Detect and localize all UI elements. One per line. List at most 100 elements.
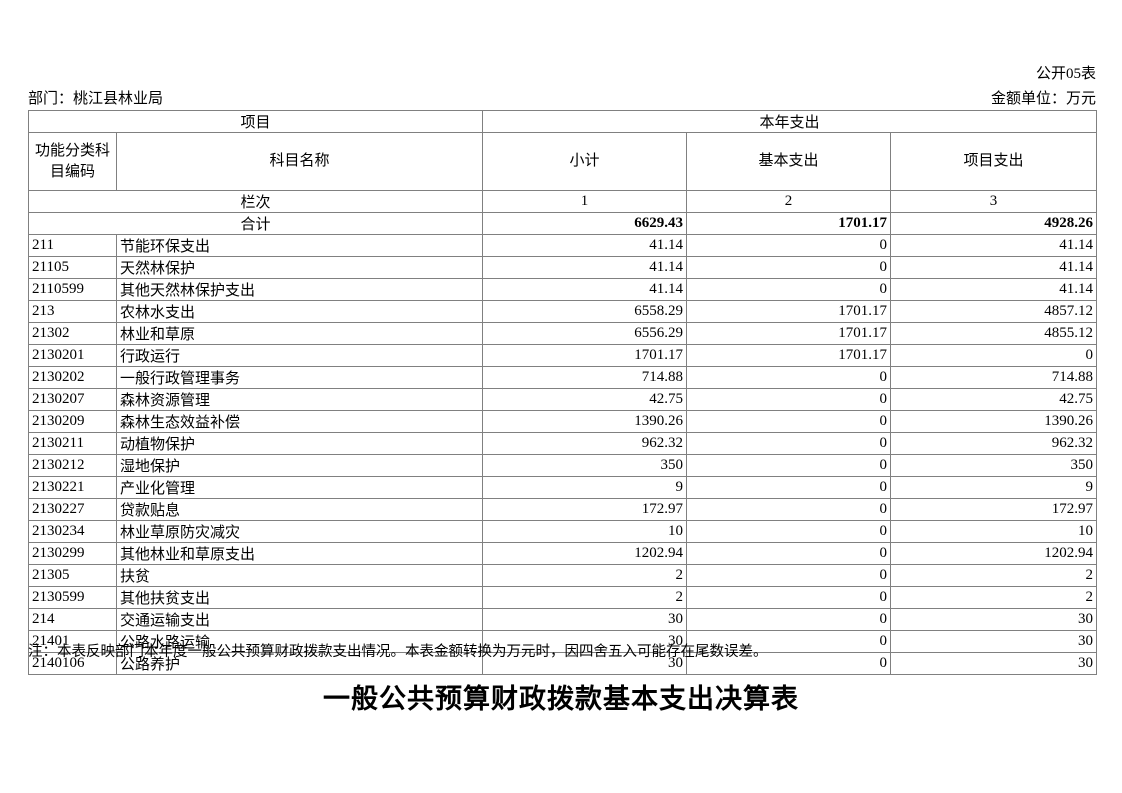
basic-column-header: 基本支出 [686, 132, 892, 191]
subtotal-cell: 962.32 [482, 432, 688, 455]
table-row: 2130234 林业草原防灾减灾 10 0 10 [28, 520, 1098, 543]
project-cell: 2 [890, 564, 1098, 587]
basic-cell: 0 [686, 542, 892, 565]
amount-unit-label: 金额单位：万元 [990, 91, 1096, 107]
basic-cell: 0 [686, 388, 892, 411]
table-row: 2130202 一般行政管理事务 714.88 0 714.88 [28, 366, 1098, 389]
code-cell: 21305 [28, 564, 117, 587]
name-cell: 其他天然林保护支出 [115, 278, 484, 301]
name-cell: 扶贫 [115, 564, 484, 587]
code-cell: 2130227 [28, 498, 117, 521]
basic-cell: 0 [686, 454, 892, 477]
table-row: 2130209 森林生态效益补偿 1390.26 0 1390.26 [28, 410, 1098, 433]
table-row: 213 农林水支出 6558.29 1701.17 4857.12 [28, 300, 1098, 323]
name-cell: 森林资源管理 [115, 388, 484, 411]
project-cell: 41.14 [890, 256, 1098, 279]
total-label: 合计 [27, 212, 484, 235]
total-row: 合计 6629.43 1701.17 4928.26 [27, 212, 1098, 235]
name-cell: 林业草原防灾减灾 [115, 520, 484, 543]
code-cell: 2110599 [28, 278, 117, 301]
name-cell: 产业化管理 [115, 476, 484, 499]
project-cell: 350 [890, 454, 1098, 477]
name-cell: 交通运输支出 [115, 608, 484, 631]
name-cell: 其他扶贫支出 [115, 586, 484, 609]
project-cell: 42.75 [890, 388, 1098, 411]
subtotal-cell: 42.75 [482, 388, 688, 411]
code-cell: 2130221 [28, 476, 117, 499]
basic-cell: 1701.17 [686, 344, 892, 367]
basic-cell: 0 [686, 366, 892, 389]
subtotal-cell: 6556.29 [482, 322, 688, 345]
subtotal-cell: 2 [482, 586, 688, 609]
table-row: 21302 林业和草原 6556.29 1701.17 4855.12 [28, 322, 1098, 345]
table-row: 2130299 其他林业和草原支出 1202.94 0 1202.94 [28, 542, 1098, 565]
project-cell: 0 [890, 344, 1098, 367]
basic-cell: 0 [686, 520, 892, 543]
table-row: 2130201 行政运行 1701.17 1701.17 0 [28, 344, 1098, 367]
table-row: 2110599 其他天然林保护支出 41.14 0 41.14 [28, 278, 1098, 301]
basic-cell: 1701.17 [686, 322, 892, 345]
name-cell: 公路养护 [115, 652, 484, 675]
subtotal-cell: 41.14 [482, 278, 688, 301]
basic-cell: 0 [686, 498, 892, 521]
name-cell: 贷款贴息 [115, 498, 484, 521]
code-cell: 2130234 [28, 520, 117, 543]
project-cell: 172.97 [890, 498, 1098, 521]
project-column-header: 项目支出 [890, 132, 1098, 191]
project-cell: 1202.94 [890, 542, 1098, 565]
project-cell: 2 [890, 586, 1098, 609]
name-cell: 其他林业和草原支出 [115, 542, 484, 565]
basic-cell: 0 [686, 432, 892, 455]
table-column-header-row: 功能分类科目编码 科目名称 小计 基本支出 项目支出 [28, 132, 1098, 191]
year-expense-group-header: 本年支出 [482, 110, 1098, 133]
footnote: 注：本表反映部门本年度一般公共预算财政拨款支出情况。本表金额转换为万元时，因四舍… [28, 644, 768, 660]
subtotal-cell: 1202.94 [482, 542, 688, 565]
name-cell: 林业和草原 [115, 322, 484, 345]
table-row: 21105 天然林保护 41.14 0 41.14 [28, 256, 1098, 279]
project-cell: 30 [890, 608, 1098, 631]
code-cell: 21105 [28, 256, 117, 279]
subtotal-cell: 10 [482, 520, 688, 543]
code-cell: 21302 [28, 322, 117, 345]
code-cell: 211 [28, 234, 117, 257]
basic-cell: 0 [686, 256, 892, 279]
subtotal-cell: 6558.29 [482, 300, 688, 323]
basic-cell: 0 [686, 586, 892, 609]
code-cell: 2130202 [28, 366, 117, 389]
subtotal-cell: 41.14 [482, 234, 688, 257]
subtotal-cell: 1701.17 [482, 344, 688, 367]
name-cell: 湿地保护 [115, 454, 484, 477]
subtotal-cell: 30 [482, 652, 688, 675]
project-cell: 30 [890, 630, 1098, 653]
code-cell: 2130211 [28, 432, 117, 455]
column-number-3: 3 [890, 190, 1098, 213]
name-cell: 一般行政管理事务 [115, 366, 484, 389]
name-cell: 动植物保护 [115, 432, 484, 455]
subtotal-cell: 172.97 [482, 498, 688, 521]
project-cell: 41.14 [890, 278, 1098, 301]
basic-cell: 1701.17 [686, 300, 892, 323]
basic-cell: 0 [686, 564, 892, 587]
code-cell: 2130299 [28, 542, 117, 565]
column-number-1: 1 [482, 190, 688, 213]
name-cell: 天然林保护 [115, 256, 484, 279]
project-cell: 1390.26 [890, 410, 1098, 433]
project-group-header: 项目 [27, 110, 484, 133]
project-cell: 4855.12 [890, 322, 1098, 345]
basic-cell: 0 [686, 410, 892, 433]
project-cell: 9 [890, 476, 1098, 499]
subtotal-cell: 41.14 [482, 256, 688, 279]
name-column-header: 科目名称 [115, 132, 484, 191]
subtotal-cell: 9 [482, 476, 688, 499]
code-column-header: 功能分类科目编码 [28, 132, 117, 191]
project-cell: 30 [890, 652, 1098, 675]
table-row: 2130211 动植物保护 962.32 0 962.32 [28, 432, 1098, 455]
total-basic-value: 1701.17 [686, 212, 892, 235]
subtotal-cell: 1390.26 [482, 410, 688, 433]
code-cell: 2130201 [28, 344, 117, 367]
name-cell: 行政运行 [115, 344, 484, 367]
subtotal-cell: 30 [482, 608, 688, 631]
code-cell: 214 [28, 608, 117, 631]
budget-table: 项目 本年支出 功能分类科目编码 科目名称 小计 基本支出 项目支出 栏次 1 … [27, 110, 1098, 675]
project-cell: 41.14 [890, 234, 1098, 257]
